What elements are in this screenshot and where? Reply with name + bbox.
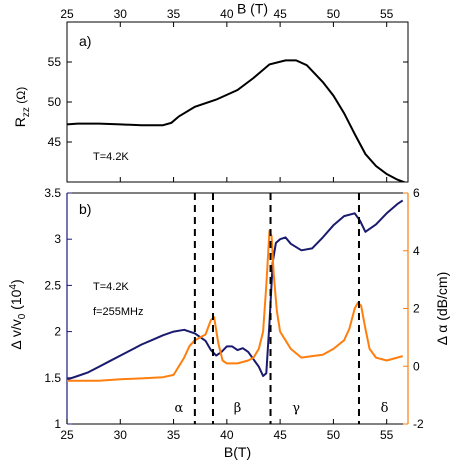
panel-b-left-ytick-label: 1.5 (44, 371, 61, 385)
panel-a: 25 30 35 40 45 50 55 B (T) 45 50 55 Rzz (Ω) a) T=4.2K (12, 1, 409, 183)
panel-a-label: a) (79, 33, 91, 49)
panel-b-right-ylabel: Δ α (dB/cm) (434, 272, 450, 345)
panel-a-xtick-label: 45 (273, 7, 287, 21)
panel-a-ylabel: Rzz (Ω) (12, 87, 32, 127)
panel-a-xtick-label: 40 (220, 7, 234, 21)
panel-b-right-ytick-label: 2 (413, 302, 420, 316)
panel-a-xtick-label: 55 (380, 7, 394, 21)
panel-b-left-ylabel-sup: 4 (8, 284, 19, 290)
panel-b-right-ytick-label: -2 (413, 417, 424, 431)
panel-b-phase-label: β (234, 401, 242, 416)
panel-a-ytick-label: 50 (48, 95, 62, 109)
panel-a-ylabel-main: R (12, 117, 28, 127)
panel-a-xtick-label: 35 (167, 7, 181, 21)
panel-b-xtick-label: 25 (60, 428, 74, 442)
panel-b-left-ylabel: Δ v/v0 (104) (8, 279, 28, 349)
panel-b-xtick-label: 30 (114, 428, 128, 442)
panel-a-ylabel-unit: (Ω) (14, 87, 28, 107)
panel-b-left-ytick-label: 1 (54, 417, 61, 431)
panel-a-xlabel: B (T) (237, 1, 268, 17)
panel-a-ytick-label: 45 (48, 135, 62, 149)
panel-b-xtick-label: 45 (273, 428, 287, 442)
panel-b-xtick-label: 35 (167, 428, 181, 442)
panel-b-left-ylabel-sub: 0 (17, 313, 28, 319)
panel-b-right-ytick-label: 4 (413, 244, 420, 258)
panel-b-left-ylabel-main: Δ v/v (8, 319, 24, 349)
panel-b-right-ytick-label: 0 (413, 359, 420, 373)
panel-b-left-ytick-label: 2 (54, 325, 61, 339)
panel-b-left-ytick-label: 3 (54, 232, 61, 246)
panel-b-frequency-annotation: f=255MHz (93, 306, 143, 318)
panel-b-phase-label: γ (292, 401, 300, 416)
panel-b-left-ytick-label: 2.5 (44, 278, 61, 292)
panel-a-xtick-label: 50 (327, 7, 341, 21)
panel-b-xtick-label: 40 (220, 428, 234, 442)
panel-b-xtick-label: 50 (327, 428, 341, 442)
panel-b-phase-label: δ (381, 401, 389, 416)
panel-b-xtick-label: 55 (380, 428, 394, 442)
panel-b-xlabel: B(T) (224, 444, 251, 460)
panel-b-attenuation-line (67, 229, 403, 382)
panel-a-xtick-label: 30 (114, 7, 128, 21)
panel-b-velocity-line (67, 199, 404, 381)
panel-a-ytick-label: 55 (48, 55, 62, 69)
panel-b-phase-label: α (175, 401, 184, 416)
panel-a-xtick-label: 25 (60, 7, 74, 21)
panel-a-resistance-line (67, 59, 407, 182)
panel-b-left-ylabel-unit: (10 (8, 289, 24, 313)
panel-b-left-ytick-label: 3.5 (44, 186, 61, 200)
panel-a-ylabel-sub: zz (21, 107, 32, 117)
panel-a-temperature-annotation: T=4.2K (93, 151, 129, 163)
panel-b-left-ylabel-close: ) (8, 279, 24, 284)
panel-b-temperature-annotation: T=4.2K (93, 281, 129, 293)
panel-b-label: b) (79, 201, 91, 217)
panel-b-right-ytick-label: 6 (413, 186, 420, 200)
